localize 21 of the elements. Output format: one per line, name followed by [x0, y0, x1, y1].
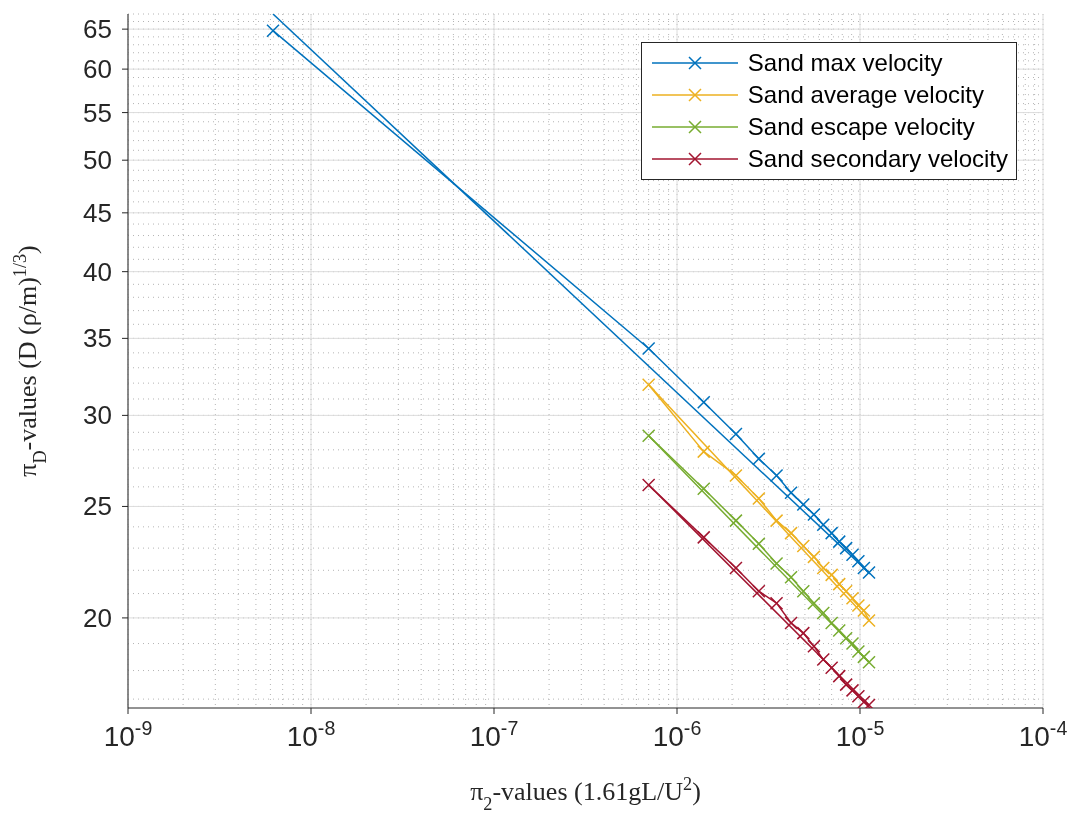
x-tick-label: 10$^{-5}$ [835, 717, 885, 752]
legend-label: Sand escape velocity [747, 113, 975, 141]
y-tick-label: 20 [83, 602, 112, 633]
x-tick-label: 10$^{-4}$ [1018, 717, 1068, 752]
legend-label: Sand secondary velocity [747, 145, 1008, 173]
x-tick-label: 10$^{-9}$ [103, 717, 153, 752]
y-tick-label: 25 [83, 491, 112, 522]
y-tick-label: 45 [83, 197, 112, 228]
y-tick-label: 35 [83, 323, 112, 354]
legend-label: Sand max velocity [747, 49, 943, 77]
y-tick-label: 65 [83, 14, 112, 45]
y-tick-label: 30 [83, 400, 112, 431]
legend-label: Sand average velocity [747, 81, 984, 109]
x-tick-label: 10$^{-6}$ [652, 717, 702, 752]
x-tick-label: 10$^{-7}$ [469, 717, 519, 752]
y-tick-label: 60 [83, 54, 112, 85]
x-axis-title: π$_{2}$-values (1.61gL/U$^{2}$) [470, 774, 701, 814]
x-tick-label: 10$^{-8}$ [286, 717, 336, 752]
y-tick-label: 55 [83, 97, 112, 128]
y-tick-label: 40 [83, 256, 112, 287]
y-tick-label: 50 [83, 145, 112, 176]
